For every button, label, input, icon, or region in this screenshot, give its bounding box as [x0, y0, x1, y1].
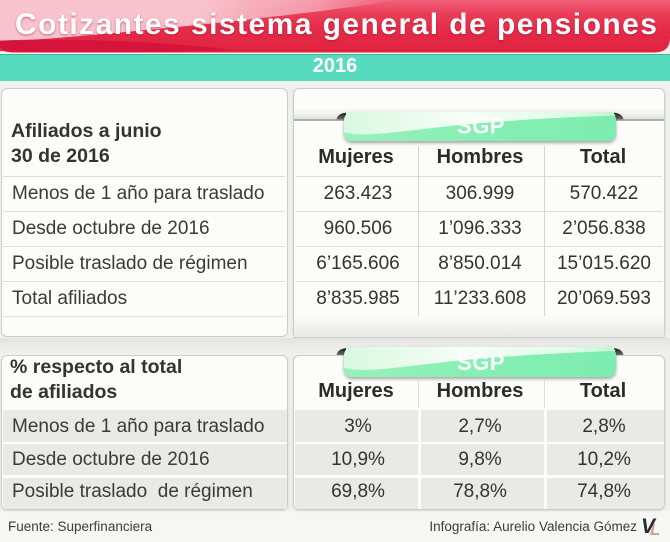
svg-text:SGP: SGP: [457, 350, 505, 375]
svg-text:SGP: SGP: [457, 114, 505, 139]
